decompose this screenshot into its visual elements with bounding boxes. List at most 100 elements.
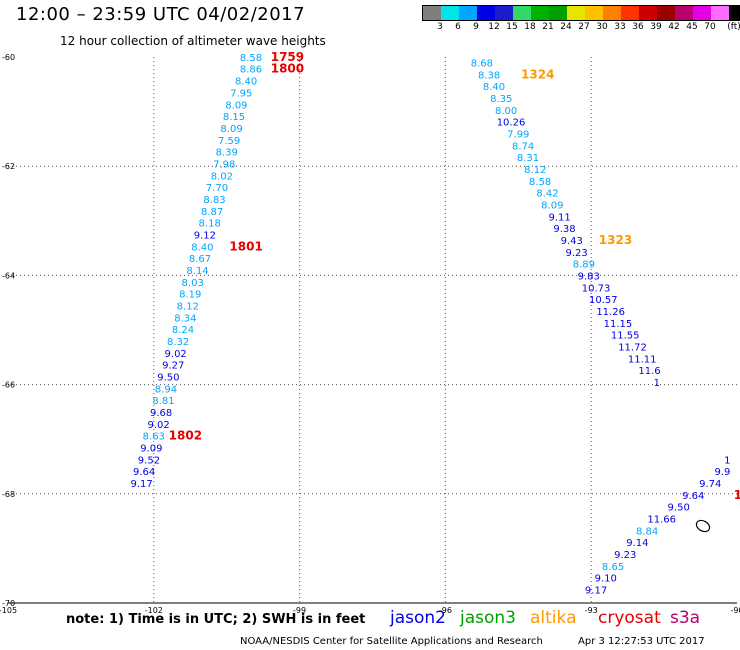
x-tick-label: -99: [293, 606, 306, 615]
wave-height-value: 8.15: [223, 112, 245, 123]
wave-height-value: 9.50: [668, 502, 690, 513]
wave-height-value: 8.39: [216, 147, 238, 158]
wave-height-value: 9.17: [585, 585, 607, 596]
wave-height-value: 8.67: [189, 254, 211, 265]
legend-entry-s3a: s3a: [670, 608, 701, 628]
x-tick-label: -105: [0, 606, 17, 615]
credit-line: NOAA/NESDIS Center for Satellite Applica…: [240, 636, 543, 647]
wave-height-value: 9.09: [140, 443, 162, 454]
wave-height-value: 8.81: [152, 396, 174, 407]
wave-height-value: 9.10: [595, 573, 617, 584]
wave-height-value: 8.87: [201, 207, 223, 218]
wave-height-value: 9.43: [561, 236, 583, 247]
wave-height-value: 8.09: [225, 101, 247, 112]
wave-height-value: 9.68: [150, 408, 172, 419]
wave-height-value: 8.34: [174, 313, 196, 324]
color-swatch: [711, 6, 729, 20]
y-tick-label: -68: [2, 490, 15, 499]
wave-height-value: 8.14: [186, 266, 208, 277]
color-swatch: [495, 6, 513, 20]
color-swatch: [531, 6, 549, 20]
map-axis-ticks: -105 -102 -99 -96 -93 -90 -60 -62 -64 -66 -68 -70: [0, 53, 740, 615]
color-scale-label: 36: [632, 22, 644, 32]
wave-height-value: 9.74: [699, 479, 721, 490]
wave-height-value: 9.38: [553, 224, 575, 235]
color-swatch: [513, 6, 531, 20]
wave-height-value: 10.26: [497, 117, 526, 128]
wave-height-value: 8.68: [471, 58, 493, 69]
wave-height-value: 1: [724, 455, 730, 466]
pass-time-label: 1801: [229, 239, 262, 253]
color-swatch: [459, 6, 477, 20]
wave-height-value: 9.64: [133, 467, 155, 478]
pass-time-label: 1802: [169, 428, 202, 442]
y-tick-label: -60: [2, 53, 15, 62]
wave-height-value: 11.72: [618, 342, 647, 353]
color-swatch: [477, 6, 495, 20]
wave-height-value: 7.98: [213, 159, 235, 170]
page-title: 12:00 – 23:59 UTC 04/02/2017: [16, 4, 306, 25]
legend-entry-jason2: jason2: [390, 608, 446, 628]
wave-height-value: 9.23: [614, 550, 636, 561]
wave-height-value: 8.74: [512, 141, 534, 152]
color-swatch: [729, 6, 740, 20]
wave-height-value: 11.6: [638, 366, 660, 377]
color-scale-label: 30: [596, 22, 608, 32]
wave-height-value: 9.02: [165, 349, 187, 360]
x-tick-label: -90: [730, 606, 740, 615]
color-scale-label: (ft): [727, 22, 740, 32]
legend-entry-cryosat: cryosat: [598, 608, 661, 628]
wave-height-value: 9.23: [565, 248, 587, 259]
wave-height-value: 8.65: [602, 562, 624, 573]
wave-height-value: 9.50: [157, 372, 179, 383]
page-subtitle: 12 hour collection of altimeter wave hei…: [60, 34, 326, 48]
wave-height-value: 9.12: [194, 230, 216, 241]
wave-height-value: 10.73: [582, 283, 611, 294]
wave-height-value: 11.11: [628, 354, 657, 365]
color-scale-bar: [422, 5, 740, 21]
wave-height-value: 9.9: [714, 467, 730, 478]
color-scale-label: 21: [542, 22, 554, 32]
wave-height-value: 8.40: [483, 82, 505, 93]
color-scale-label: 33: [614, 22, 626, 32]
color-swatch: [621, 6, 639, 20]
color-scale-label: 70: [704, 22, 716, 32]
wave-height-value: 7.95: [230, 88, 252, 99]
y-tick-label: -64: [2, 271, 15, 280]
wave-height-value: 11.66: [647, 514, 676, 525]
pass-time-label: 1324: [521, 67, 554, 81]
color-swatch: [693, 6, 711, 20]
wave-height-value: 9.14: [626, 538, 648, 549]
color-scale-label: 9: [473, 22, 479, 32]
x-tick-label: -96: [439, 606, 452, 615]
color-scale-label: 6: [455, 22, 461, 32]
wave-height-value: 11.15: [604, 319, 633, 330]
wave-height-value: 8.40: [235, 76, 257, 87]
wave-height-value: 8.63: [143, 431, 165, 442]
wave-height-value: 9.83: [578, 271, 600, 282]
wave-height-value: 11.55: [611, 330, 640, 341]
color-scale-label: 12: [488, 22, 500, 32]
color-scale-label: 27: [578, 22, 590, 32]
wave-height-value: 8.84: [636, 526, 658, 537]
map-grid: [8, 57, 737, 604]
wave-height-value: 8.42: [536, 188, 558, 199]
color-swatch: [675, 6, 693, 20]
wave-height-value: 8.09: [541, 200, 563, 211]
y-tick-label: -66: [2, 381, 15, 390]
color-scale-label: 3: [437, 22, 443, 32]
legend-entry-altika: altika: [530, 608, 577, 628]
wave-height-value: 9.17: [131, 479, 153, 490]
wave-height-value: 8.12: [177, 301, 199, 312]
wave-height-value: 1: [654, 378, 660, 389]
color-scale-label: 15: [506, 22, 518, 32]
x-tick-label: -102: [145, 606, 163, 615]
generated-timestamp: Apr 3 12:27:53 UTC 2017: [578, 636, 705, 647]
wave-height-value: 8.24: [172, 325, 194, 336]
wave-height-value: 9.02: [148, 420, 170, 431]
color-scale-label: 45: [686, 22, 698, 32]
legend-entry-jason3: jason3: [460, 608, 516, 628]
wave-height-value: 8.89: [573, 259, 595, 270]
wave-height-value: 7.99: [507, 129, 529, 140]
